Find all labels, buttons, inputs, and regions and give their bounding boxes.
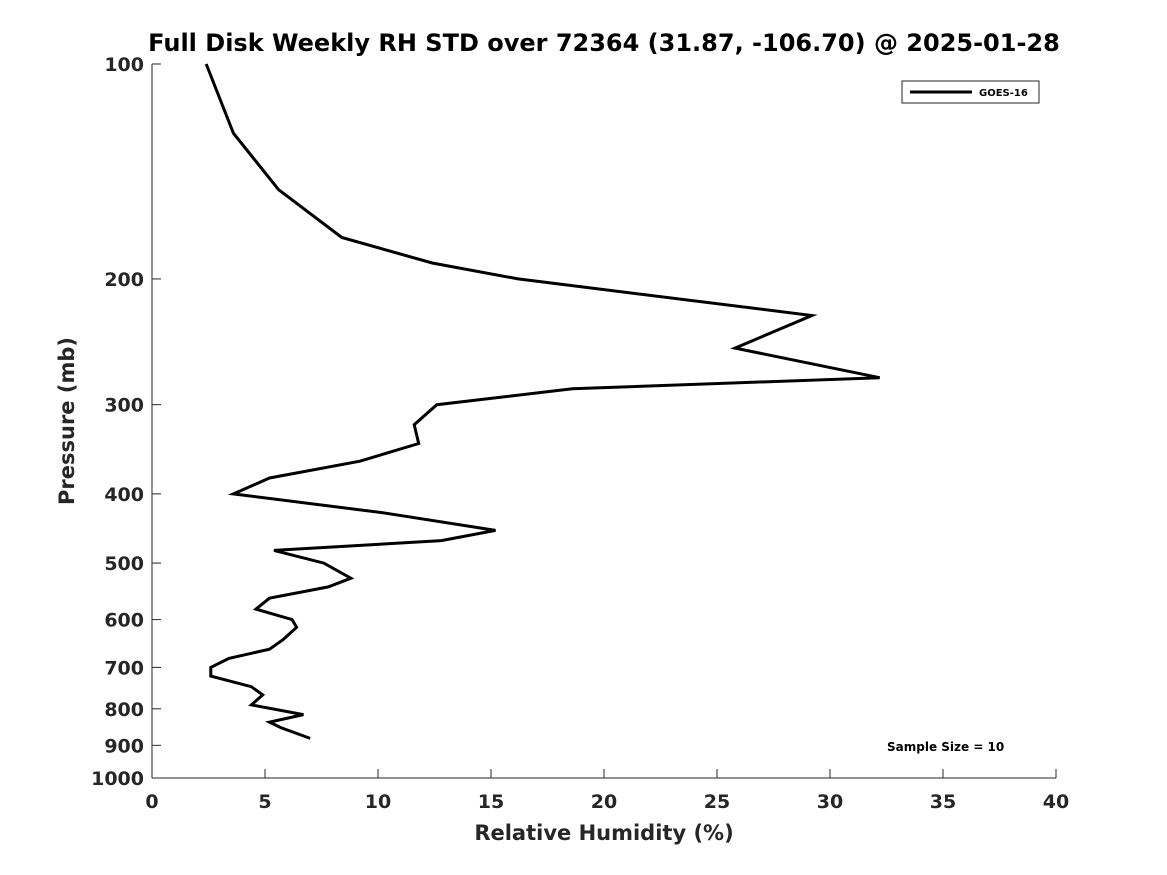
x-tick-label-35: 35 xyxy=(930,791,956,813)
y-tick-label-100: 100 xyxy=(104,54,144,76)
x-tick-label-20: 20 xyxy=(591,791,617,813)
y-tick-label-800: 800 xyxy=(104,699,144,721)
x-tick-label-5: 5 xyxy=(258,791,271,813)
y-tick-label-900: 900 xyxy=(104,735,144,757)
sample-size-annotation: Sample Size = 10 xyxy=(887,740,1004,754)
legend: GOES-16 xyxy=(901,80,1040,104)
x-tick-label-15: 15 xyxy=(478,791,504,813)
series-group xyxy=(204,63,881,740)
y-tick-label-700: 700 xyxy=(104,657,144,679)
legend-label-goes-16: GOES-16 xyxy=(979,88,1028,99)
y-tick-label-300: 300 xyxy=(104,395,144,417)
x-tick-label-10: 10 xyxy=(365,791,391,813)
chart-title: Full Disk Weekly RH STD over 72364 (31.8… xyxy=(148,29,1060,57)
series-line-goes-16 xyxy=(204,63,881,740)
x-tick-label-40: 40 xyxy=(1043,791,1069,813)
x-tick-label-0: 0 xyxy=(145,791,158,813)
y-axis-label: Pressure (mb) xyxy=(55,337,79,505)
y-tick-label-400: 400 xyxy=(104,484,144,506)
x-axis-ticks: 0 5 10 15 20 25 30 35 40 xyxy=(145,769,1069,813)
y-tick-label-1000: 1000 xyxy=(91,768,144,790)
y-axis-ticks: 100 200 300 400 500 600 700 800 900 1000 xyxy=(91,54,161,790)
x-tick-label-25: 25 xyxy=(704,791,730,813)
y-tick-label-600: 600 xyxy=(104,610,144,632)
y-tick-label-500: 500 xyxy=(104,553,144,575)
x-axis-label: Relative Humidity (%) xyxy=(474,821,733,845)
y-tick-label-200: 200 xyxy=(104,269,144,291)
x-tick-label-30: 30 xyxy=(817,791,843,813)
